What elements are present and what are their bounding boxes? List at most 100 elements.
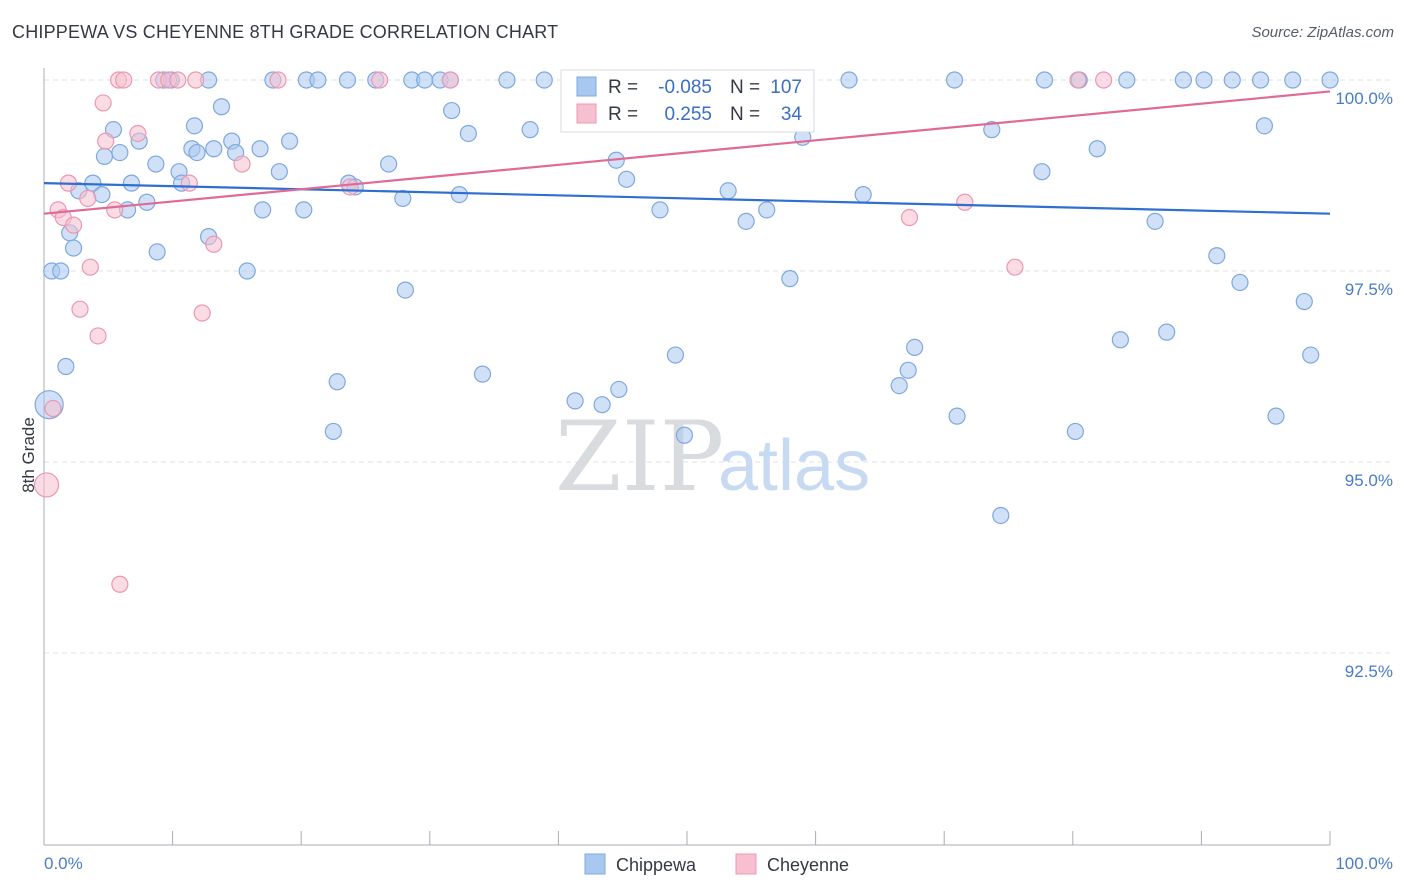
data-point-chippewa [57,357,75,376]
data-point-chippewa [324,422,342,441]
data-point-cheyenne [106,201,124,219]
data-point-chippewa [238,262,256,280]
data-point-chippewa [1208,247,1226,265]
data-point-chippewa [840,71,858,89]
data-point-chippewa [95,147,114,165]
data-point-chippewa [617,170,636,188]
data-point-chippewa [610,380,628,399]
watermark-zip: ZIP [555,401,724,513]
trend-line-cheyenne [43,90,1331,215]
data-point-chippewa [295,201,313,219]
data-point-chippewa [719,182,737,200]
data-point-chippewa [899,361,917,379]
y-tick-label: 100.0% [1335,89,1393,108]
chart-title: CHIPPEWA VS CHEYENNE 8TH GRADE CORRELATI… [12,22,559,42]
data-point-chippewa [1302,346,1320,364]
data-point-chippewa [380,155,398,173]
stats-legend: R = -0.085 N = 107 R = 0.255 N = 34 [560,69,815,133]
y-tick-label: 92.5% [1345,662,1393,681]
stat-n-label-chippewa: N = [730,77,760,98]
y-axis-tick-labels: 100.0% 97.5% 95.0% 92.5% [1335,89,1393,681]
data-point-cheyenne [111,575,129,593]
data-point-chippewa [854,186,872,204]
data-point-chippewa [416,71,434,89]
data-point-chippewa [666,346,685,364]
data-point-chippewa [1223,71,1241,89]
data-point-chippewa [758,201,776,219]
data-point-chippewa [1284,71,1302,89]
data-point-cheyenne [71,300,89,318]
data-point-chippewa [992,506,1010,525]
x-tick-label-max: 100.0% [1335,854,1393,873]
data-point-chippewa [498,71,516,89]
data-point-chippewa [309,71,327,89]
data-point-chippewa [1321,71,1339,89]
stat-n-value-chippewa: 107 [770,77,802,98]
data-point-chippewa [651,201,669,219]
data-point-chippewa [593,396,611,414]
data-point-cheyenne [341,178,359,196]
data-point-chippewa [535,71,553,89]
data-point-cheyenne [169,71,187,89]
stat-n-label-cheyenne: N = [730,104,760,125]
data-point-chippewa [459,124,477,143]
data-point-chippewa [906,338,924,356]
data-point-cheyenne [1069,71,1087,89]
data-point-chippewa [122,174,141,192]
data-point-chippewa [205,140,223,158]
legend-label-cheyenne: Cheyenne [767,855,849,875]
data-point-cheyenne [205,235,223,253]
data-point-chippewa [396,281,414,299]
stats-legend-box [560,69,815,133]
stat-r-label-cheyenne: R = [608,104,638,125]
data-point-cheyenne [81,258,99,276]
stat-r-value-chippewa: -0.085 [658,77,712,98]
stats-swatch-chippewa [576,76,597,97]
data-point-cheyenne [115,71,133,89]
data-point-cheyenne [1095,71,1113,89]
y-tick-label: 97.5% [1345,280,1393,299]
data-point-chippewa [394,189,412,208]
data-point-chippewa [270,163,288,181]
source-credit: Source: ZipAtlas.com [1251,24,1394,41]
data-point-cheyenne [956,193,974,211]
data-point-cheyenne [1006,258,1024,276]
data-point-chippewa [1255,117,1274,135]
data-point-chippewa [521,121,539,139]
data-point-chippewa [338,71,357,89]
stat-n-value-cheyenne: 34 [781,104,803,125]
data-point-cheyenne [64,216,83,234]
data-point-chippewa [675,426,694,444]
data-point-chippewa [1033,163,1051,181]
legend-label-chippewa: Chippewa [616,855,697,875]
data-point-chippewa [566,392,584,410]
data-point-chippewa [983,121,1001,139]
data-point-chippewa [147,155,165,173]
data-point-chippewa [1111,331,1129,349]
data-point-cheyenne [193,304,211,322]
data-point-chippewa [1231,273,1249,292]
data-point-chippewa [890,377,908,395]
data-point-chippewa [64,239,83,257]
data-point-chippewa [1035,71,1054,89]
data-point-chippewa [212,98,231,116]
data-point-cheyenne [97,132,115,150]
data-point-chippewa [188,143,206,162]
data-point-chippewa [254,201,272,219]
x-axis-ticks [43,831,1331,845]
data-point-chippewa [443,101,461,120]
data-point-chippewa [148,243,166,261]
data-point-chippewa [1146,212,1164,230]
data-point-chippewa [1066,422,1084,441]
data-point-chippewa [1295,292,1313,311]
data-point-chippewa [281,132,299,150]
data-point-cheyenne [187,71,205,89]
data-point-chippewa [781,270,799,288]
watermark: ZIP atlas [555,401,870,513]
data-point-cheyenne [129,124,147,143]
data-point-cheyenne [33,472,60,498]
data-point-chippewa [1267,407,1285,425]
data-point-cheyenne [233,155,251,173]
trend-line-chippewa [43,182,1331,215]
